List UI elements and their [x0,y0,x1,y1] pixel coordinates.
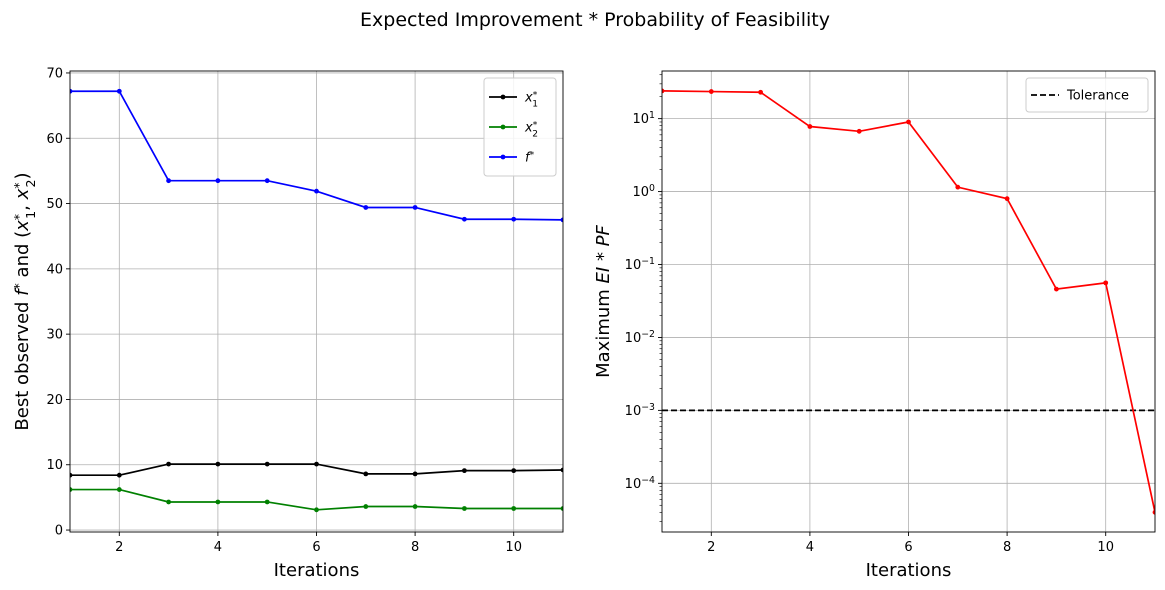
data-point-x1-star [560,467,563,473]
data-point-x1-star [264,461,270,467]
y-tick-label: 10 [46,458,63,473]
legend: Tolerance [1025,77,1149,113]
legend-marker [500,94,506,100]
data-point-series [1004,196,1010,202]
y-tick-label: 30 [46,328,63,343]
data-point-f-star [166,178,172,184]
x-tick-label: 8 [411,540,419,555]
data-point-x2-star [412,504,418,509]
data-point-series [955,184,961,190]
x-tick-label: 6 [904,540,912,555]
data-point-x1-star [511,468,517,474]
data-point-f-star [215,178,221,184]
data-point-x2-star [462,506,467,511]
data-point-x2-star [264,499,270,505]
y-tick-label: 100 [633,183,656,200]
y-tick-label: 10−1 [625,256,655,273]
y-tick-label: 50 [46,197,63,212]
data-point-x1-star [462,468,467,474]
data-point-x2-star [116,487,122,492]
data-point-f-star [116,88,122,94]
y-tick-label: 70 [46,66,63,81]
data-point-series [1103,280,1109,286]
x-tick-label: 4 [806,540,814,555]
x-axis-label: Iterations [866,560,952,581]
data-point-series [856,128,862,134]
y-tick-label: 0 [55,524,63,539]
data-point-series [758,89,763,95]
data-point-x2-star [511,506,517,511]
data-point-x2-star [215,499,221,505]
figure-title: Expected Improvement * Probability of Fe… [360,9,830,31]
x-tick-label: 2 [115,540,123,555]
y-tick-label: 60 [46,132,63,147]
data-point-x1-star [412,471,418,477]
y-tick-label: 101 [633,110,656,127]
data-point-x2-star [363,504,369,509]
data-point-x2-star [166,499,172,505]
legend-marker [500,154,506,160]
data-point-x1-star [314,461,319,467]
plot-area [70,88,563,513]
data-point-series [662,88,665,94]
y-tick-label: 20 [46,393,63,408]
data-point-f-star [412,205,418,210]
data-point-series [1152,509,1155,515]
data-point-x1-star [215,461,221,467]
x-tick-label: 6 [312,540,320,555]
data-point-f-star [264,178,270,184]
data-point-f-star [462,216,467,222]
data-point-f-star [511,216,517,222]
legend-label: Tolerance [1066,89,1129,104]
data-point-x2-star [70,487,73,492]
legend: x* 1 x* 2 f* [483,77,557,177]
data-point-x1-star [166,461,172,467]
y-axis-label: Best observed f* and (x*1, x*2) [11,172,38,430]
legend-box [1025,77,1149,113]
y-tick-label: 10−3 [625,402,655,419]
data-point-series [906,119,911,125]
data-point-x1-star [363,471,369,477]
data-point-x1-star [116,472,122,478]
data-point-f-star [363,205,369,210]
legend-label: x* 2 [524,121,538,140]
grid [70,71,563,532]
legend-box [483,77,557,177]
x-tick-label: 10 [1097,540,1114,555]
legend-label: x* 1 [524,91,538,110]
x-tick-label: 8 [1003,540,1011,555]
x-tick-label: 2 [707,540,715,555]
y-tick-label: 10−4 [625,475,655,492]
x-tick-label: 4 [214,540,222,555]
data-point-f-star [560,217,563,223]
y-tick-label: 40 [46,262,63,277]
plot-area [662,88,1155,515]
x-tick-label: 10 [505,540,522,555]
data-point-f-star [314,188,319,194]
data-point-x2-star [560,506,563,511]
data-point-f-star [70,88,73,94]
right-chart: 2 4 6 8 10 10−4 10−3 10−2 10−1 100 101 Iterations Ma… [593,70,1156,581]
data-point-series [708,89,714,94]
data-point-x2-star [314,507,319,513]
y-axis-label: Maximum EI * PF [593,224,614,377]
y-tick-label: 10−2 [625,329,655,346]
legend-label: f* [525,151,535,166]
legend-marker [500,124,506,130]
grid [662,71,1155,532]
x-axis-label: Iterations [274,560,360,581]
left-chart: 2 4 6 8 10 0 10 20 30 40 50 60 70 Iterations Best obse… [11,66,564,581]
data-point-x1-star [70,472,73,478]
data-point-series [1054,286,1059,292]
data-point-series [807,124,813,129]
